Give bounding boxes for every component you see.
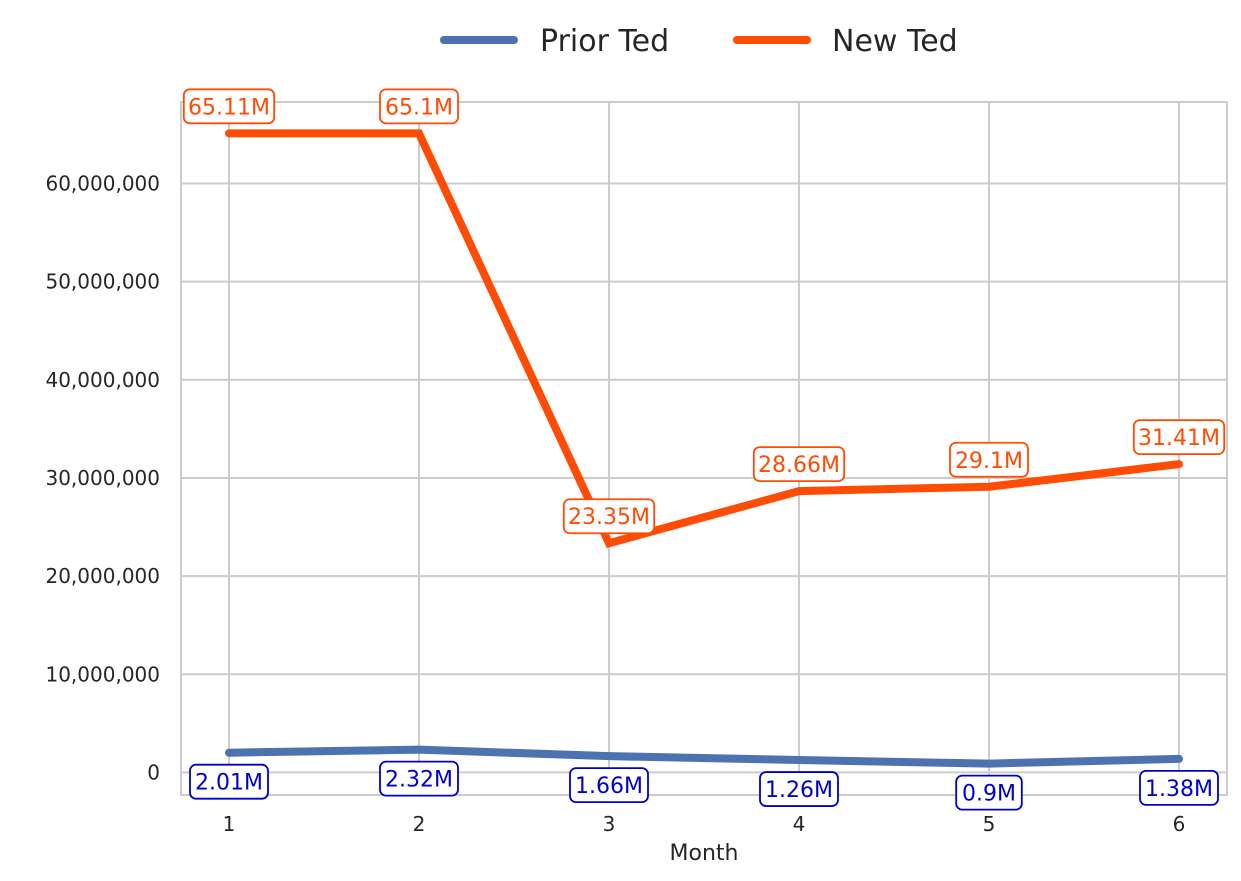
data-label: 1.26M bbox=[759, 771, 839, 807]
data-label-box bbox=[759, 771, 839, 807]
data-label-box bbox=[569, 767, 649, 804]
data-label-box bbox=[182, 88, 276, 125]
plot-frame bbox=[180, 101, 1228, 796]
data-label-text: 1.66M bbox=[575, 774, 643, 799]
data-label-text: 65.1M bbox=[385, 95, 453, 120]
data-label-box bbox=[949, 441, 1029, 478]
x-tick-label: 3 bbox=[603, 812, 616, 836]
data-label-text: 23.35M bbox=[568, 505, 650, 530]
y-tick-label: 50,000,000 bbox=[45, 270, 160, 294]
y-axis-tick-labels: 0 10,000,000 20,000,000 30,000,000 40,000,00… bbox=[45, 171, 160, 784]
data-label-text: 2.01M bbox=[195, 771, 263, 796]
data-label: 0.9M bbox=[955, 774, 1023, 811]
y-tick-label: 30,000,000 bbox=[45, 466, 160, 490]
x-tick-label: 6 bbox=[1173, 812, 1186, 836]
legend-item: Prior Ted bbox=[440, 24, 669, 59]
data-label-text: 1.38M bbox=[1145, 777, 1213, 802]
data-label: 65.11M bbox=[182, 88, 276, 125]
legend-label: Prior Ted bbox=[540, 24, 669, 59]
y-tick-label: 60,000,000 bbox=[45, 171, 160, 195]
data-label-text: 28.66M bbox=[758, 453, 840, 478]
data-label-box bbox=[1139, 769, 1219, 806]
data-label: 2.32M bbox=[379, 760, 459, 797]
y-tick-label: 20,000,000 bbox=[45, 564, 160, 588]
data-label: 65.1M bbox=[379, 88, 459, 125]
data-label: 1.38M bbox=[1139, 769, 1219, 806]
plot-background bbox=[181, 102, 1227, 795]
series-line bbox=[225, 129, 1183, 548]
y-tick-label: 0 bbox=[147, 760, 160, 784]
y-tick-label: 10,000,000 bbox=[45, 662, 160, 686]
series-lines bbox=[225, 129, 1183, 768]
data-label-text: 29.1M bbox=[955, 449, 1023, 474]
data-label-text: 2.32M bbox=[385, 768, 453, 793]
x-tick-label: 5 bbox=[983, 812, 996, 836]
data-label-box bbox=[562, 498, 656, 535]
data-label-box bbox=[752, 446, 846, 483]
data-labels: 2.01M 2.32M 1.66M 1.26M 0.9M 1.38M 65.11M 65.1M… bbox=[182, 88, 1226, 811]
data-label: 31.41M bbox=[1132, 419, 1226, 456]
x-tick-label: 1 bbox=[223, 812, 236, 836]
data-label-text: 65.11M bbox=[188, 95, 270, 120]
data-label-text: 31.41M bbox=[1138, 426, 1220, 451]
data-label: 28.66M bbox=[752, 446, 846, 483]
data-label-box bbox=[189, 763, 269, 800]
x-axis-title: Month bbox=[670, 841, 739, 866]
data-label-box bbox=[955, 774, 1023, 811]
data-label-box bbox=[379, 88, 459, 125]
data-label: 29.1M bbox=[949, 441, 1029, 478]
y-tick-label: 40,000,000 bbox=[45, 368, 160, 392]
data-label-text: 0.9M bbox=[962, 782, 1016, 807]
legend-item: New Ted bbox=[733, 24, 958, 59]
data-label: 1.66M bbox=[569, 767, 649, 804]
series-line bbox=[225, 745, 1183, 768]
legend: Prior Ted New Ted bbox=[440, 24, 958, 59]
x-tick-label: 4 bbox=[793, 812, 806, 836]
data-label-text: 1.26M bbox=[765, 778, 833, 803]
data-label: 2.01M bbox=[189, 763, 269, 800]
legend-label: New Ted bbox=[832, 24, 958, 59]
data-label-box bbox=[379, 760, 459, 797]
data-label: 23.35M bbox=[562, 498, 656, 535]
data-label-box bbox=[1132, 419, 1226, 456]
x-tick-label: 2 bbox=[413, 812, 426, 836]
x-axis-tick-labels: 1 2 3 4 5 6 bbox=[223, 812, 1186, 836]
